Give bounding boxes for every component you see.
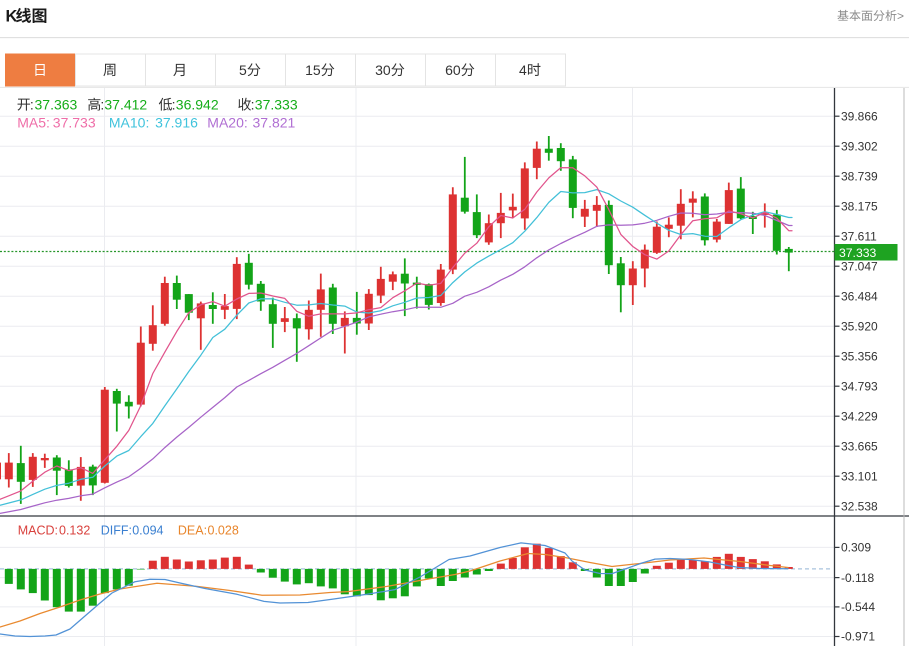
svg-text:35.356: 35.356 [841, 349, 878, 363]
svg-text:0.132: 0.132 [59, 523, 90, 537]
svg-text:0: 0 [453, 62, 461, 78]
svg-text::: : [30, 97, 34, 113]
svg-text:MA20:: MA20: [207, 115, 247, 131]
svg-text:32.538: 32.538 [841, 499, 878, 513]
svg-text:DIFF:: DIFF: [101, 523, 132, 537]
svg-text:35.920: 35.920 [841, 319, 878, 333]
svg-text:MA5:: MA5: [17, 115, 50, 131]
svg-text:K: K [6, 8, 18, 26]
svg-text:38.175: 38.175 [841, 199, 878, 213]
svg-text:4: 4 [519, 62, 527, 78]
svg-text:-0.971: -0.971 [841, 630, 875, 644]
svg-text:38.739: 38.739 [841, 169, 878, 183]
svg-text:36.942: 36.942 [176, 97, 219, 113]
svg-text:37.821: 37.821 [253, 115, 296, 131]
svg-text:>: > [897, 9, 904, 23]
svg-text:0.309: 0.309 [841, 541, 871, 555]
svg-text:36.484: 36.484 [841, 289, 878, 303]
svg-text:1: 1 [305, 62, 313, 78]
svg-text:3: 3 [375, 62, 383, 78]
svg-text:37.333: 37.333 [839, 246, 876, 260]
svg-text:6: 6 [445, 62, 453, 78]
svg-text:MA10:: MA10: [109, 115, 149, 131]
svg-text:37.916: 37.916 [155, 115, 198, 131]
svg-text:39.302: 39.302 [841, 139, 878, 153]
svg-text:33.665: 33.665 [841, 439, 878, 453]
svg-text:5: 5 [313, 62, 321, 78]
svg-text:-0.118: -0.118 [841, 571, 874, 585]
svg-text::: : [172, 97, 176, 113]
svg-text:39.866: 39.866 [841, 109, 878, 123]
svg-text:0: 0 [383, 62, 391, 78]
svg-text::: : [100, 97, 104, 113]
svg-text:34.793: 34.793 [841, 379, 878, 393]
svg-text::: : [251, 97, 255, 113]
svg-text:MACD:: MACD: [18, 523, 58, 537]
svg-text:34.229: 34.229 [841, 409, 878, 423]
svg-text:37.363: 37.363 [35, 97, 78, 113]
svg-text:5: 5 [239, 62, 247, 78]
svg-text:33.101: 33.101 [841, 469, 878, 483]
svg-text:DEA:: DEA: [178, 523, 207, 537]
svg-text:37.333: 37.333 [255, 97, 298, 113]
svg-text:37.412: 37.412 [104, 97, 147, 113]
svg-text:-0.544: -0.544 [841, 600, 875, 614]
svg-text:0.028: 0.028 [208, 523, 239, 537]
svg-text:37.733: 37.733 [53, 115, 96, 131]
svg-text:37.047: 37.047 [841, 259, 878, 273]
svg-text:0.094: 0.094 [132, 523, 163, 537]
svg-text:37.611: 37.611 [841, 229, 877, 243]
